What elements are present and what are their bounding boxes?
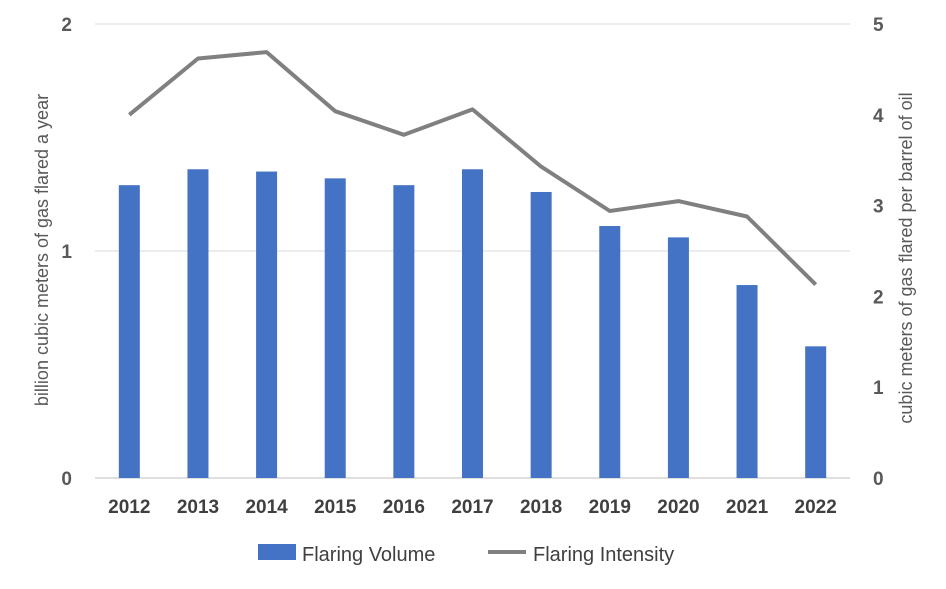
y2-tick-label: 0 bbox=[873, 469, 884, 490]
x-tick-label: 2018 bbox=[520, 497, 562, 518]
bar bbox=[805, 346, 827, 478]
x-tick-label: 2021 bbox=[726, 497, 769, 518]
left-axis-ticks: 0 1 2 bbox=[61, 15, 72, 490]
left-axis-title: billion cubic meters of gas flared a yea… bbox=[32, 94, 52, 406]
bar-series-flaring-volume bbox=[118, 169, 827, 479]
x-tick-label: 2020 bbox=[657, 497, 699, 518]
line-series-flaring-intensity bbox=[128, 50, 818, 287]
bar bbox=[599, 226, 621, 478]
right-axis-ticks: 0 1 2 3 4 5 bbox=[873, 15, 884, 490]
x-tick-label: 2015 bbox=[314, 497, 357, 518]
y2-tick-label: 3 bbox=[873, 197, 884, 218]
x-tick-label: 2013 bbox=[177, 497, 219, 518]
bar bbox=[256, 171, 278, 479]
y2-tick-label: 1 bbox=[873, 378, 884, 399]
x-tick-label: 2016 bbox=[383, 497, 425, 518]
x-tick-label: 2022 bbox=[795, 497, 837, 518]
bar bbox=[736, 285, 758, 478]
x-tick-label: 2014 bbox=[245, 497, 288, 518]
right-axis-title: cubic meters of gas flared per barrel of… bbox=[896, 92, 916, 423]
bar bbox=[118, 185, 140, 479]
y-tick-label: 0 bbox=[61, 469, 72, 490]
bar bbox=[187, 169, 209, 478]
legend-swatch-flaring-volume bbox=[258, 544, 296, 560]
bar bbox=[393, 185, 415, 479]
bar bbox=[324, 178, 346, 479]
legend-label-flaring-volume: Flaring Volume bbox=[302, 544, 435, 566]
legend: Flaring Volume Flaring Intensity bbox=[258, 544, 674, 566]
x-tick-label: 2012 bbox=[108, 497, 150, 518]
x-axis-ticks: 2012 2013 2014 2015 2016 2017 2018 2019 2020 2021… bbox=[108, 497, 837, 518]
legend-label-flaring-intensity: Flaring Intensity bbox=[533, 544, 674, 566]
x-tick-label: 2017 bbox=[451, 497, 493, 518]
y-tick-label: 1 bbox=[61, 242, 72, 263]
bar bbox=[667, 237, 689, 478]
bar bbox=[530, 191, 552, 479]
y2-tick-label: 2 bbox=[873, 287, 884, 308]
y2-tick-label: 5 bbox=[873, 15, 884, 36]
x-tick-label: 2019 bbox=[589, 497, 631, 518]
bar bbox=[462, 169, 483, 478]
series-line bbox=[128, 50, 818, 287]
y-tick-label: 2 bbox=[61, 15, 72, 36]
y2-tick-label: 4 bbox=[873, 106, 884, 127]
